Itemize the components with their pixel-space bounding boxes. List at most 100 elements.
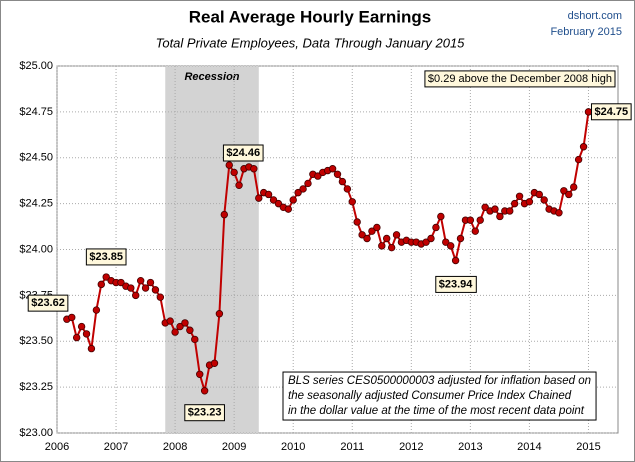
point: [466, 216, 475, 224]
point: [146, 278, 155, 287]
point: [156, 293, 165, 301]
y-tick-label: $23.25: [19, 381, 53, 393]
point: [535, 190, 543, 199]
point: [235, 181, 243, 189]
data-label-box: [435, 275, 477, 293]
data-label: $23.94: [439, 278, 474, 290]
point: [579, 143, 588, 151]
point: [584, 108, 593, 116]
point: [442, 238, 450, 246]
point: [274, 199, 283, 208]
point: [200, 387, 209, 395]
point: [151, 286, 160, 294]
point: [269, 196, 278, 204]
point: [196, 370, 204, 378]
date: February 2015: [550, 26, 622, 38]
point: [117, 278, 125, 287]
point: [299, 185, 307, 193]
recession-band: [165, 66, 259, 433]
point: [68, 313, 76, 322]
point: [368, 227, 376, 235]
point: [363, 234, 371, 243]
note-line: BLS series CES0500000003 adjusted for in…: [288, 375, 591, 387]
point: [358, 231, 366, 239]
point: [353, 218, 361, 226]
point: [510, 199, 519, 208]
point: [225, 161, 233, 169]
point: [132, 291, 140, 300]
y-tick-label: $23.50: [19, 335, 53, 347]
point: [387, 243, 396, 252]
point: [77, 322, 86, 331]
data-label-box: [27, 294, 69, 312]
point: [171, 328, 179, 336]
point: [392, 231, 401, 239]
y-tick-label: $24.75: [19, 106, 53, 118]
point: [181, 319, 189, 327]
data-label-box: [184, 404, 225, 422]
source: dshort.com: [568, 10, 622, 22]
point: [437, 212, 445, 221]
x-tick-label: 2010: [281, 441, 305, 453]
point: [289, 196, 297, 204]
x-tick-label: 2007: [104, 441, 128, 453]
point: [560, 187, 568, 195]
annotation: $0.29 above the December 2008 high: [428, 73, 612, 85]
data-label: $23.62: [31, 297, 65, 309]
point: [191, 335, 199, 344]
x-tick-label: 2015: [576, 441, 600, 453]
point: [447, 242, 455, 250]
data-label: $24.75: [594, 106, 628, 118]
data-label: $23.23: [188, 407, 222, 419]
point: [215, 310, 224, 318]
point: [92, 306, 101, 314]
chart-subtitle: Total Private Employees, Data Through Ja…: [156, 35, 466, 50]
point: [176, 322, 184, 331]
point: [476, 216, 484, 224]
point: [72, 333, 81, 342]
point: [574, 155, 583, 164]
point: [338, 177, 347, 186]
x-tick-label: 2008: [163, 441, 187, 453]
point: [294, 188, 302, 197]
point: [540, 196, 548, 204]
data-label: $23.85: [89, 251, 123, 263]
point: [328, 165, 337, 173]
point: [220, 210, 228, 219]
point: [186, 326, 194, 334]
point: [230, 168, 238, 177]
point: [255, 194, 263, 202]
data-label: $24.46: [226, 147, 260, 159]
point: [570, 183, 578, 191]
point: [515, 192, 524, 200]
point: [284, 205, 293, 213]
point: [427, 234, 435, 243]
point: [264, 190, 273, 199]
point: [166, 317, 174, 325]
point: [141, 284, 150, 292]
point: [382, 234, 391, 243]
point: [82, 330, 91, 338]
note-line: the seasonally adjusted Consumer Price I…: [288, 390, 572, 402]
point: [432, 223, 440, 232]
y-tick-label: $24.25: [19, 198, 53, 210]
note-line: in the dollar value at the time of the m…: [288, 405, 585, 417]
recession-label: Recession: [184, 71, 239, 83]
point: [506, 207, 514, 215]
point: [373, 223, 381, 232]
point: [343, 185, 352, 193]
point: [97, 280, 105, 289]
y-tick-label: $24.00: [19, 243, 53, 255]
annotation-box: [424, 70, 616, 88]
point: [102, 273, 110, 281]
data-label-box: [222, 144, 264, 162]
point: [456, 234, 465, 243]
point: [481, 203, 489, 211]
point: [525, 198, 534, 206]
chart-title: Real Average Hourly Earnings: [189, 7, 432, 26]
point: [378, 242, 386, 250]
point: [451, 256, 460, 265]
x-tick-label: 2012: [399, 441, 423, 453]
x-tick-label: 2013: [458, 441, 482, 453]
